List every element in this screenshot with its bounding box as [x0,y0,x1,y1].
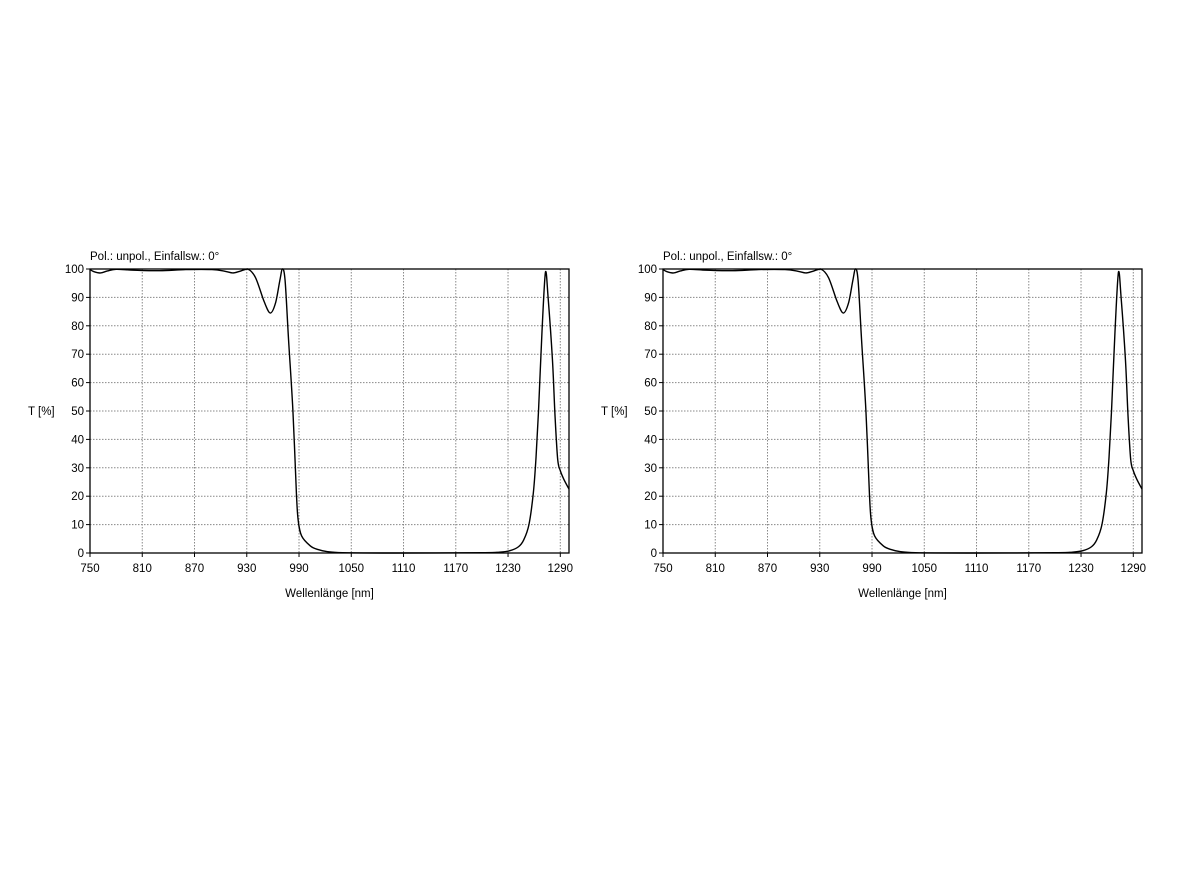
chart-2: 0 10 20 30 40 50 60 70 80 90 100 750 810 870 930 990 105… [601,251,1146,600]
x-tick-label: 1230 [495,563,521,575]
transmission-curve [662,268,1143,554]
y-tick-label: 50 [71,406,84,418]
x-tick-label: 1290 [547,563,573,575]
y-tick-label: 30 [644,463,657,475]
y-tick-label: 10 [644,520,657,532]
y-tick-label: 80 [71,321,84,333]
x-tick-label: 810 [706,563,725,575]
x-tick-label: 1230 [1068,563,1094,575]
y-tick-label: 90 [71,292,84,304]
x-tick-label: 1110 [965,563,989,575]
x-tick-label: 1050 [338,563,364,575]
x-tick-label: 990 [862,563,881,575]
y-tick-label: 50 [644,406,657,418]
x-tick-label: 1110 [392,563,416,575]
chart-1: 0 10 20 30 40 50 60 70 80 90 100 750 810 870 930 990 105… [28,251,573,600]
y-tick-label: 20 [71,491,84,503]
x-tick-label: 750 [653,563,672,575]
x-tick-label: 1170 [1016,563,1041,575]
y-tick-label: 90 [644,292,657,304]
x-tick-label: 1050 [911,563,937,575]
y-axis-label: T [%] [28,406,55,418]
y-axis-label: T [%] [601,406,628,418]
y-tick-label: 70 [71,349,84,361]
y-tick-label: 60 [71,378,84,390]
transmission-curve [89,268,570,554]
x-tick-label: 1170 [443,563,468,575]
x-tick-label: 990 [289,563,308,575]
chart-title: Pol.: unpol., Einfallsw.: 0° [663,251,792,263]
y-tick-label: 0 [78,548,84,560]
x-tick-label: 930 [237,563,256,575]
y-tick-label: 30 [71,463,84,475]
x-axis-label: Wellenlänge [nm] [285,588,374,600]
x-tick-label: 1290 [1120,563,1146,575]
y-tick-label: 80 [644,321,657,333]
y-tick-label: 40 [71,434,84,446]
y-tick-label: 10 [71,520,84,532]
plot-frame [89,268,570,554]
y-tick-label: 0 [651,548,657,560]
y-tick-label: 100 [65,264,84,276]
y-tick-label: 100 [638,264,657,276]
x-tick-label: 930 [810,563,829,575]
y-tick-label: 20 [644,491,657,503]
plot-frame [662,268,1143,554]
x-tick-label: 750 [80,563,99,575]
chart-title: Pol.: unpol., Einfallsw.: 0° [90,251,219,263]
x-tick-label: 810 [133,563,152,575]
y-tick-label: 40 [644,434,657,446]
x-tick-label: 870 [758,563,777,575]
x-axis-label: Wellenlänge [nm] [858,588,947,600]
y-tick-label: 70 [644,349,657,361]
y-tick-label: 60 [644,378,657,390]
x-tick-label: 870 [185,563,204,575]
